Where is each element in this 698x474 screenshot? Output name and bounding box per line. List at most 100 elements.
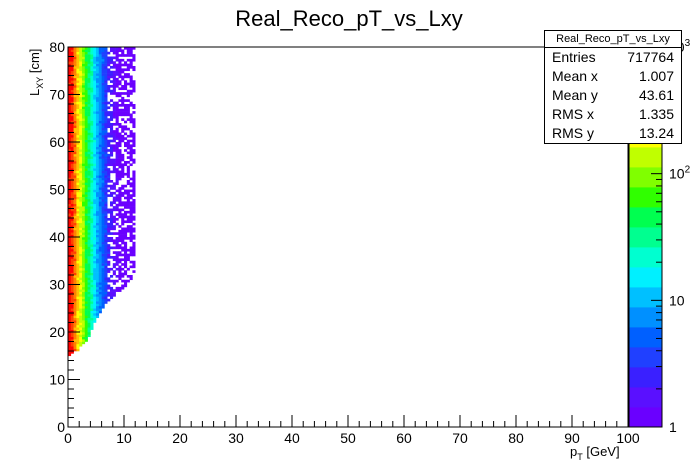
heatmap-cell [82, 70, 86, 74]
heatmap-cell [96, 227, 100, 231]
heatmap-cell [93, 96, 97, 100]
heatmap-cell [96, 310, 100, 314]
heatmap-cell [107, 61, 111, 64]
heatmap-cell [73, 265, 77, 269]
heatmap-cell [110, 218, 114, 221]
heatmap-cell [76, 322, 80, 326]
heatmap-cell [73, 199, 77, 202]
heatmap-cell [101, 75, 105, 79]
heatmap-cell [101, 106, 105, 110]
heatmap-cell [96, 80, 100, 83]
heatmap-cell [121, 232, 125, 235]
heatmap-cell [90, 80, 94, 83]
heatmap-cell [70, 296, 74, 300]
heatmap-cell [87, 308, 91, 311]
heatmap-cell [121, 191, 125, 195]
heatmap-cell [101, 237, 105, 240]
heatmap-cell [121, 75, 125, 79]
heatmap-cell [73, 111, 77, 114]
heatmap-cell [107, 279, 111, 283]
heatmap-cell [112, 61, 116, 64]
heatmap-cell [98, 296, 102, 300]
heatmap-cell [132, 175, 136, 178]
heatmap-cell [90, 149, 94, 152]
heatmap-cell [124, 80, 128, 83]
heatmap-cell [110, 239, 114, 243]
heatmap-cell [129, 210, 133, 214]
heatmap-cell [70, 320, 74, 323]
heatmap-cell [115, 203, 119, 207]
heatmap-cell [84, 123, 88, 126]
heatmap-cell [124, 234, 128, 238]
heatmap-cell [68, 87, 72, 91]
heatmap-cell [126, 225, 130, 228]
heatmap-cell [101, 270, 105, 273]
heatmap-cell [98, 137, 102, 140]
heatmap-cell [73, 163, 77, 167]
heatmap-cell [93, 244, 97, 247]
heatmap-cell [76, 253, 80, 257]
heatmap-cell [82, 51, 86, 55]
heatmap-cell [87, 96, 91, 100]
heatmap-cell [107, 144, 111, 148]
heatmap-cell [126, 63, 130, 67]
heatmap-cell [132, 120, 136, 124]
heatmap-cell [76, 180, 80, 183]
heatmap-cell [70, 294, 74, 297]
heatmap-cell [96, 272, 100, 276]
heatmap-cell [93, 68, 97, 72]
heatmap-cell [90, 137, 94, 140]
heatmap-cell [93, 196, 97, 200]
heatmap-cell [87, 234, 91, 238]
heatmap-cell [121, 246, 125, 250]
heatmap-cell [87, 187, 91, 190]
heatmap-cell [73, 324, 77, 328]
heatmap-cell [79, 80, 83, 83]
heatmap-cell [110, 144, 114, 148]
heatmap-cell [90, 241, 94, 245]
heatmap-cell [110, 291, 114, 295]
heatmap-cell [84, 104, 88, 107]
heatmap-cell [98, 82, 102, 86]
heatmap-cell [129, 120, 133, 124]
heatmap-cell [101, 153, 105, 157]
heatmap-cell [87, 194, 91, 197]
heatmap-cell [104, 118, 108, 121]
heatmap-cell [98, 277, 102, 281]
heatmap-cell [68, 244, 72, 247]
heatmap-cell [82, 144, 86, 148]
heatmap-cell [110, 75, 114, 79]
heatmap-cell [79, 324, 83, 328]
heatmap-cell [73, 87, 77, 91]
heatmap-cell [96, 104, 100, 107]
heatmap-cell [96, 296, 100, 300]
heatmap-cell [93, 104, 97, 107]
heatmap-cell [73, 89, 77, 93]
heatmap-cell [84, 77, 88, 81]
heatmap-cell [107, 123, 111, 126]
heatmap-cell [101, 77, 105, 81]
heatmap-cell [68, 189, 72, 193]
heatmap-cell [70, 177, 74, 181]
heatmap-cell [84, 168, 88, 171]
heatmap-cell [118, 158, 122, 162]
heatmap-cell [68, 149, 72, 152]
heatmap-cell [118, 54, 122, 57]
heatmap-cell [96, 130, 100, 133]
heatmap-cell [96, 298, 100, 302]
heatmap-cell [73, 127, 77, 131]
heatmap-cell [79, 175, 83, 178]
heatmap-cell [107, 225, 111, 228]
heatmap-cell [96, 284, 100, 288]
heatmap-cell [104, 75, 108, 79]
heatmap-cell [98, 168, 102, 171]
heatmap-cell [68, 165, 72, 169]
heatmap-cell [70, 68, 74, 72]
heatmap-cell [87, 120, 91, 124]
heatmap-cell [76, 218, 80, 221]
heatmap-cell [73, 208, 77, 212]
heatmap-cell [104, 82, 108, 86]
heatmap-cell [101, 73, 105, 76]
heatmap-cell [82, 225, 86, 228]
